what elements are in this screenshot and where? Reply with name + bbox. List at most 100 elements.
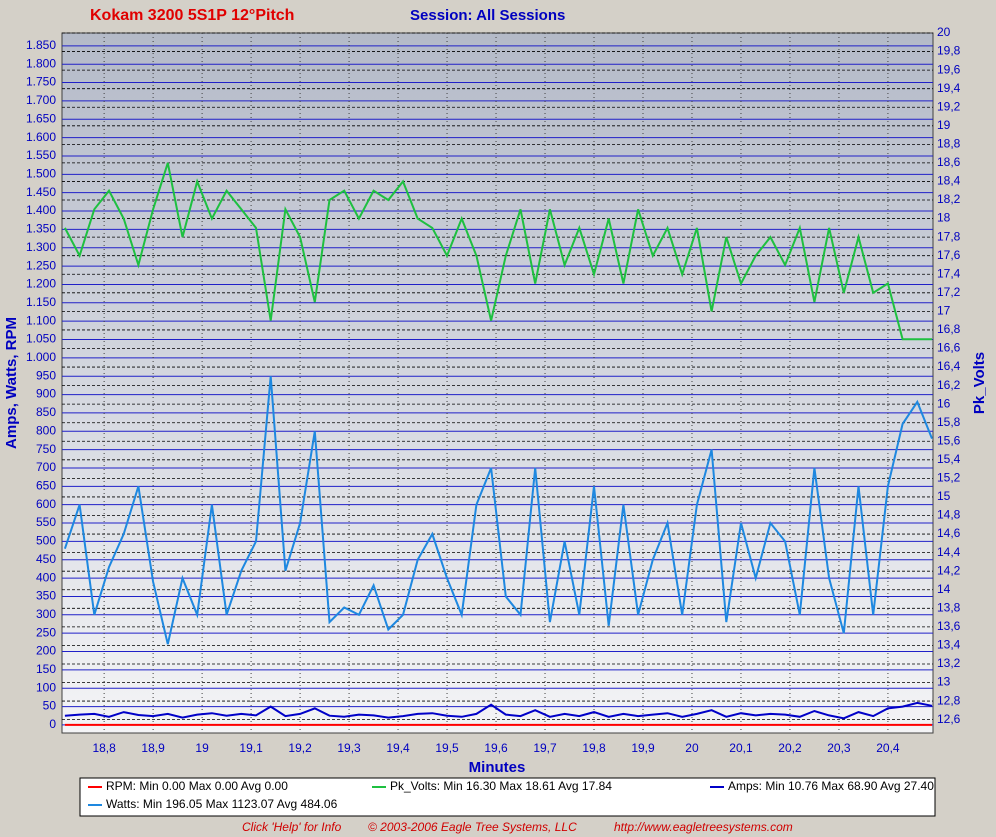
y-tick-label: 550	[36, 515, 56, 529]
x-tick-label: 19,2	[288, 741, 312, 755]
x-tick-label: 20,3	[827, 741, 851, 755]
legend-label: Watts: Min 196.05 Max 1123.07 Avg 484.06	[106, 797, 338, 811]
y2-tick-label: 16	[937, 396, 951, 410]
y2-tick-label: 15,6	[937, 433, 961, 447]
chart-title: Kokam 3200 5S1P 12°Pitch	[90, 7, 294, 24]
footer-help: Click 'Help' for Info	[242, 820, 342, 834]
y-tick-label: 1.850	[26, 38, 56, 52]
series-line	[64, 162, 932, 341]
x-tick-label: 20,4	[876, 741, 900, 755]
y2-tick-label: 17,8	[937, 229, 961, 243]
x-tick-label: 19,1	[239, 741, 263, 755]
legend-label: Pk_Volts: Min 16.30 Max 18.61 Avg 17.84	[390, 779, 612, 793]
y-tick-label: 0	[49, 717, 56, 731]
series-line	[64, 701, 933, 720]
y-tick-label: 1.300	[26, 240, 56, 254]
y2-tick-label: 16,4	[937, 359, 961, 373]
y2-tick-label: 19,4	[937, 81, 961, 95]
y-tick-label: 1.350	[26, 222, 56, 236]
y2-tick-label: 19,8	[937, 44, 961, 58]
y2-tick-label: 18,2	[937, 192, 961, 206]
x-tick-label: 18,9	[141, 741, 165, 755]
y-tick-label: 750	[36, 442, 56, 456]
y-tick-label: 650	[36, 479, 56, 493]
y-tick-label: 950	[36, 368, 56, 382]
x-tick-label: 18,8	[92, 741, 116, 755]
y2-tick-label: 17,2	[937, 285, 961, 299]
x-tick-label: 19,6	[484, 741, 508, 755]
x-tick-label: 19,4	[386, 741, 410, 755]
y2-tick-label: 19	[937, 118, 951, 132]
x-tick-label: 20,1	[729, 741, 753, 755]
y-tick-label: 1.500	[26, 166, 56, 180]
y-tick-label: 700	[36, 460, 56, 474]
y2-tick-label: 17	[937, 304, 951, 318]
y-axis-title: Amps, Watts, RPM	[3, 317, 20, 449]
y2-tick-label: 12,8	[937, 693, 961, 707]
y2-tick-label: 19,2	[937, 99, 961, 113]
y2-tick-label: 14	[937, 582, 951, 596]
y-tick-label: 150	[36, 662, 56, 676]
y-tick-label: 1.200	[26, 277, 56, 291]
x-tick-label: 19,5	[435, 741, 459, 755]
y-tick-label: 1.800	[26, 56, 56, 70]
y2-tick-label: 13	[937, 675, 951, 689]
y2-tick-label: 16,8	[937, 322, 961, 336]
y-tick-label: 1.050	[26, 332, 56, 346]
y-tick-label: 1.100	[26, 313, 56, 327]
y-tick-label: 1.600	[26, 130, 56, 144]
y2-tick-label: 14,2	[937, 563, 961, 577]
y-tick-label: 200	[36, 644, 56, 658]
x-tick-label: 19,9	[631, 741, 655, 755]
x-tick-label: 19,3	[337, 741, 361, 755]
chart-subtitle: Session: All Sessions	[410, 7, 565, 24]
y-tick-label: 350	[36, 589, 56, 603]
legend-label: Amps: Min 10.76 Max 68.90 Avg 27.40	[728, 779, 934, 793]
y2-tick-label: 14,8	[937, 508, 961, 522]
y2-axis-title: Pk_Volts	[971, 352, 988, 414]
y2-tick-label: 13,8	[937, 600, 961, 614]
y-tick-label: 1.750	[26, 75, 56, 89]
x-tick-label: 19	[195, 741, 209, 755]
y2-tick-label: 14,6	[937, 526, 961, 540]
y2-tick-label: 15,8	[937, 415, 961, 429]
y-tick-label: 600	[36, 497, 56, 511]
x-tick-label: 19,7	[533, 741, 557, 755]
y-tick-label: 1.250	[26, 258, 56, 272]
x-tick-label: 20,2	[778, 741, 802, 755]
y2-tick-label: 20	[937, 25, 951, 39]
y2-tick-label: 17,6	[937, 248, 961, 262]
y-tick-label: 1.450	[26, 185, 56, 199]
y-tick-label: 300	[36, 607, 56, 621]
x-axis-title: Minutes	[469, 759, 526, 776]
y-tick-label: 100	[36, 680, 56, 694]
y2-tick-label: 18	[937, 211, 951, 225]
y-tick-label: 400	[36, 570, 56, 584]
y2-tick-label: 15	[937, 489, 951, 503]
footer-url: http://www.eagletreesystems.com	[614, 820, 793, 834]
x-tick-label: 20	[685, 741, 699, 755]
legend-label: RPM: Min 0.00 Max 0.00 Avg 0.00	[106, 779, 288, 793]
y-tick-label: 50	[43, 699, 57, 713]
y2-tick-label: 12,6	[937, 712, 961, 726]
y2-tick-label: 15,4	[937, 452, 961, 466]
y-tick-label: 1.650	[26, 111, 56, 125]
plot-area	[61, 32, 934, 734]
y-tick-label: 1.150	[26, 295, 56, 309]
y-tick-label: 1.400	[26, 203, 56, 217]
y-tick-label: 450	[36, 552, 56, 566]
y-tick-label: 250	[36, 625, 56, 639]
y-tick-label: 1.000	[26, 350, 56, 364]
y2-tick-label: 18,4	[937, 174, 961, 188]
y-tick-label: 1.700	[26, 93, 56, 107]
y2-tick-label: 14,4	[937, 545, 961, 559]
y2-tick-label: 18,6	[937, 155, 961, 169]
y-tick-label: 1.550	[26, 148, 56, 162]
y2-tick-label: 13,6	[937, 619, 961, 633]
y2-tick-label: 13,4	[937, 638, 961, 652]
y2-tick-label: 17,4	[937, 266, 961, 280]
y2-tick-label: 13,2	[937, 656, 961, 670]
footer-copyright: © 2003-2006 Eagle Tree Systems, LLC	[368, 820, 577, 834]
y-tick-label: 900	[36, 387, 56, 401]
